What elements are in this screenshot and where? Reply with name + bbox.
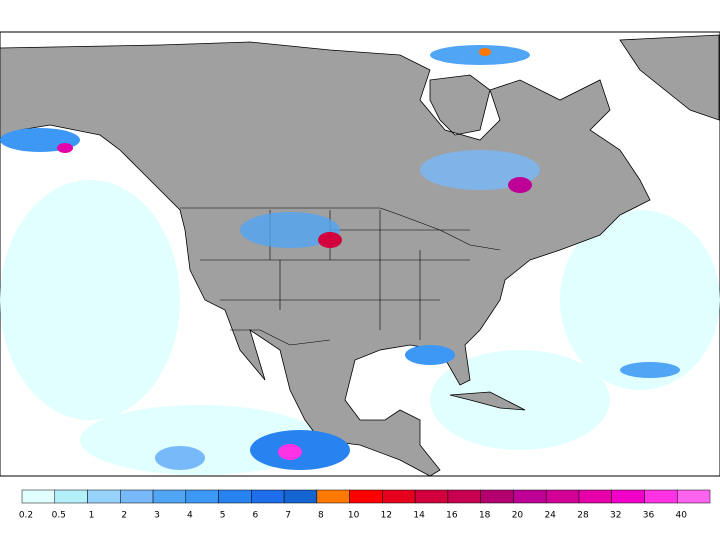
legend-label: 14 <box>413 511 425 521</box>
precip-area <box>0 180 180 420</box>
legend-label: 40 <box>676 511 688 521</box>
legend-swatch <box>611 489 645 504</box>
greenland <box>619 34 720 121</box>
borders <box>180 207 501 346</box>
legend-swatch <box>545 489 580 504</box>
legend-swatch <box>447 489 481 504</box>
precip-area <box>420 150 540 190</box>
precip-area <box>405 345 455 365</box>
legend-swatch <box>54 489 88 504</box>
legend-label: 7 <box>285 511 291 521</box>
legend-label: 8 <box>318 511 324 521</box>
legend-swatch <box>513 489 547 504</box>
precip-area <box>57 143 73 153</box>
precip-area <box>620 362 680 378</box>
legend-swatch <box>578 489 612 504</box>
legend-swatch <box>382 489 416 504</box>
legend-swatch <box>218 489 252 504</box>
color-bar: 0.2 0.5 1 2 3 4 5 6 7 8 10 12 14 16 18 20 24 28 32 36 40 <box>19 489 711 521</box>
legend-label: 4 <box>187 511 193 521</box>
legend-swatch <box>185 489 219 504</box>
legend-swatch <box>316 489 350 504</box>
legend-swatch <box>676 489 711 504</box>
precip-area <box>318 232 342 248</box>
legend-label: 5 <box>220 511 226 521</box>
precip-area <box>560 210 720 390</box>
legend-label: 2 <box>121 511 127 521</box>
legend-label: 28 <box>577 511 589 521</box>
legend-label: 18 <box>479 511 491 521</box>
legend-label: 32 <box>610 511 621 521</box>
legend-swatch <box>349 489 383 504</box>
legend-label: 10 <box>348 511 360 521</box>
legend-swatch <box>87 489 121 504</box>
legend-swatch <box>283 489 318 504</box>
precip-area <box>240 212 340 248</box>
legend-label: 0.5 <box>52 511 66 521</box>
cuba <box>449 391 526 411</box>
legend-label: 3 <box>154 511 160 521</box>
legend-label: 0.2 <box>19 511 33 521</box>
precip-area <box>430 45 530 65</box>
legend-swatch <box>152 489 187 504</box>
legend-swatch <box>21 489 56 504</box>
legend-swatch <box>251 489 285 504</box>
precip-area <box>430 350 610 450</box>
legend-swatch <box>480 489 514 504</box>
legend-label: 1 <box>89 511 95 521</box>
legend-label: 12 <box>381 511 392 521</box>
legend-label: 24 <box>544 511 556 521</box>
legend-swatch <box>120 489 154 504</box>
legend-label: 16 <box>446 511 458 521</box>
precip-area <box>155 446 205 470</box>
land-precip <box>0 45 680 470</box>
precip-area <box>479 48 491 56</box>
legend-label: 20 <box>512 511 524 521</box>
precip-area <box>278 444 302 460</box>
legend-swatch <box>644 489 678 504</box>
precip-area <box>508 177 532 193</box>
legend-label: 36 <box>643 511 655 521</box>
legend-label: 6 <box>252 511 258 521</box>
legend-swatch <box>414 489 449 504</box>
